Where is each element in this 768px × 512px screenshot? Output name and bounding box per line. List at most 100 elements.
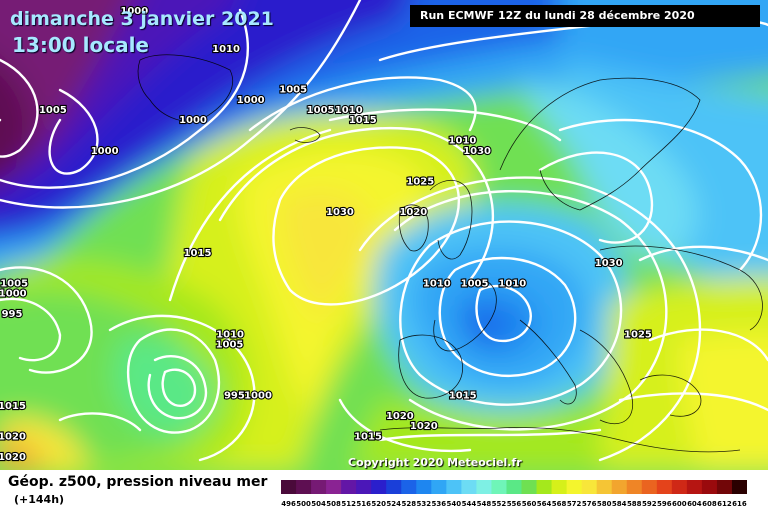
pressure-label: 1015 xyxy=(354,431,382,442)
pressure-label: 1005 xyxy=(0,278,28,289)
scale-value: 596 xyxy=(657,500,672,508)
scale-value: 576 xyxy=(582,500,597,508)
scale-value: 612 xyxy=(717,500,732,508)
pressure-label: 1010 xyxy=(498,278,526,289)
scale-swatch xyxy=(716,480,733,494)
scale-value: 544 xyxy=(462,500,477,508)
scale-swatch xyxy=(371,480,387,494)
scale-value: 528 xyxy=(401,500,416,508)
pressure-label: 1015 xyxy=(0,401,26,412)
pressure-label: 1020 xyxy=(399,207,427,218)
pressure-label: 1025 xyxy=(406,176,434,187)
scale-value: 556 xyxy=(507,500,522,508)
scale-value: 592 xyxy=(642,500,657,508)
scale-swatch xyxy=(446,480,462,494)
pressure-label: 1030 xyxy=(595,258,623,269)
scale-value: 580 xyxy=(597,500,612,508)
scale-value: 516 xyxy=(356,500,371,508)
scale-value: 540 xyxy=(447,500,462,508)
pressure-label: 1020 xyxy=(386,411,414,422)
pressure-label: 1000 xyxy=(237,95,265,106)
scale-swatch xyxy=(506,480,523,494)
scale-swatch xyxy=(731,480,747,494)
pressure-label: 1015 xyxy=(349,115,377,126)
pressure-label: 1030 xyxy=(326,207,354,218)
scale-value: 572 xyxy=(567,500,582,508)
scale-swatch xyxy=(401,480,417,494)
pressure-label: 1005 xyxy=(39,105,67,116)
scale-value: 564 xyxy=(537,500,552,508)
pressure-label: 1020 xyxy=(0,452,26,463)
pressure-label: 995 xyxy=(2,309,23,320)
scale-value: 600 xyxy=(672,500,687,508)
scale-value: 568 xyxy=(552,500,567,508)
forecast-time: 13:00 locale xyxy=(12,33,149,57)
scale-swatch xyxy=(386,480,402,494)
scale-swatch xyxy=(341,480,357,494)
scale-value: 500 xyxy=(296,500,311,508)
pressure-label: 1000 xyxy=(120,6,148,17)
isobars xyxy=(0,0,768,460)
scale-swatch xyxy=(551,480,568,494)
scale-swatch xyxy=(626,480,643,494)
pressure-label: 1005 xyxy=(279,85,307,96)
pressure-labels: 1000101010051005100510001000100010101015… xyxy=(0,5,653,464)
pressure-label: 1000 xyxy=(244,391,272,402)
scale-value: 520 xyxy=(371,500,386,508)
pressure-label: 1015 xyxy=(449,391,477,402)
pressure-label: 1010 xyxy=(423,278,451,289)
pressure-label: 1030 xyxy=(463,146,491,157)
scale-swatch xyxy=(686,480,703,494)
pressure-label: 1005 xyxy=(307,105,335,116)
forecast-date: dimanche 3 janvier 2021 xyxy=(10,8,274,30)
scale-swatch xyxy=(356,480,372,494)
pressure-label: 1020 xyxy=(0,431,26,442)
pressure-label: 1000 xyxy=(0,289,27,300)
scale-swatch xyxy=(641,480,658,494)
scale-value: 512 xyxy=(341,500,356,508)
scale-swatch xyxy=(566,480,583,494)
scale-value: 548 xyxy=(477,500,492,508)
scale-swatch xyxy=(701,480,718,494)
scale-value: 524 xyxy=(386,500,401,508)
pressure-label: 1000 xyxy=(91,146,119,157)
scale-value: 616 xyxy=(732,500,747,508)
scale-swatch xyxy=(476,480,492,494)
pressure-label: 995 xyxy=(224,391,245,402)
pressure-label: 1015 xyxy=(184,248,212,259)
scale-swatch xyxy=(596,480,613,494)
scale-swatch xyxy=(581,480,598,494)
scale-swatch xyxy=(461,480,477,494)
scale-swatch xyxy=(536,480,553,494)
pressure-label: 1025 xyxy=(624,329,652,340)
run-info: Run ECMWF 12Z du lundi 28 décembre 2020 xyxy=(410,5,760,27)
scale-swatch xyxy=(611,480,628,494)
pressure-label: 1020 xyxy=(410,421,438,432)
scale-swatch xyxy=(311,480,327,494)
pressure-label: 1010 xyxy=(216,329,244,340)
scale-swatch xyxy=(296,480,312,494)
scale-swatch xyxy=(656,480,673,494)
scale-swatch xyxy=(326,480,342,494)
scale-value: 560 xyxy=(522,500,537,508)
scale-value: 588 xyxy=(627,500,642,508)
copyright: Copyright 2020 Meteociel.fr xyxy=(348,456,522,469)
legend-subtitle: (+144h) xyxy=(14,493,65,506)
pressure-label: 1010 xyxy=(335,105,363,116)
scale-value: 552 xyxy=(492,500,507,508)
geopotential-field xyxy=(0,0,768,470)
scale-value: 608 xyxy=(702,500,717,508)
color-scale: 496 500 504 508 512 516 520 524 528 532 536 540 544 5… xyxy=(281,480,747,508)
pressure-label: 1000 xyxy=(179,115,207,126)
pressure-label: 1005 xyxy=(216,340,244,351)
scale-value: 532 xyxy=(416,500,431,508)
scale-swatch xyxy=(491,480,507,494)
pressure-label: 1005 xyxy=(461,278,489,289)
legend-title: Géop. z500, pression niveau mer xyxy=(8,474,268,490)
scale-value: 508 xyxy=(326,500,341,508)
coastlines xyxy=(137,54,763,453)
scale-value: 496 xyxy=(281,500,296,508)
scale-swatch xyxy=(521,480,538,494)
pressure-label: 1010 xyxy=(212,44,240,55)
pressure-label: 1010 xyxy=(449,136,477,147)
